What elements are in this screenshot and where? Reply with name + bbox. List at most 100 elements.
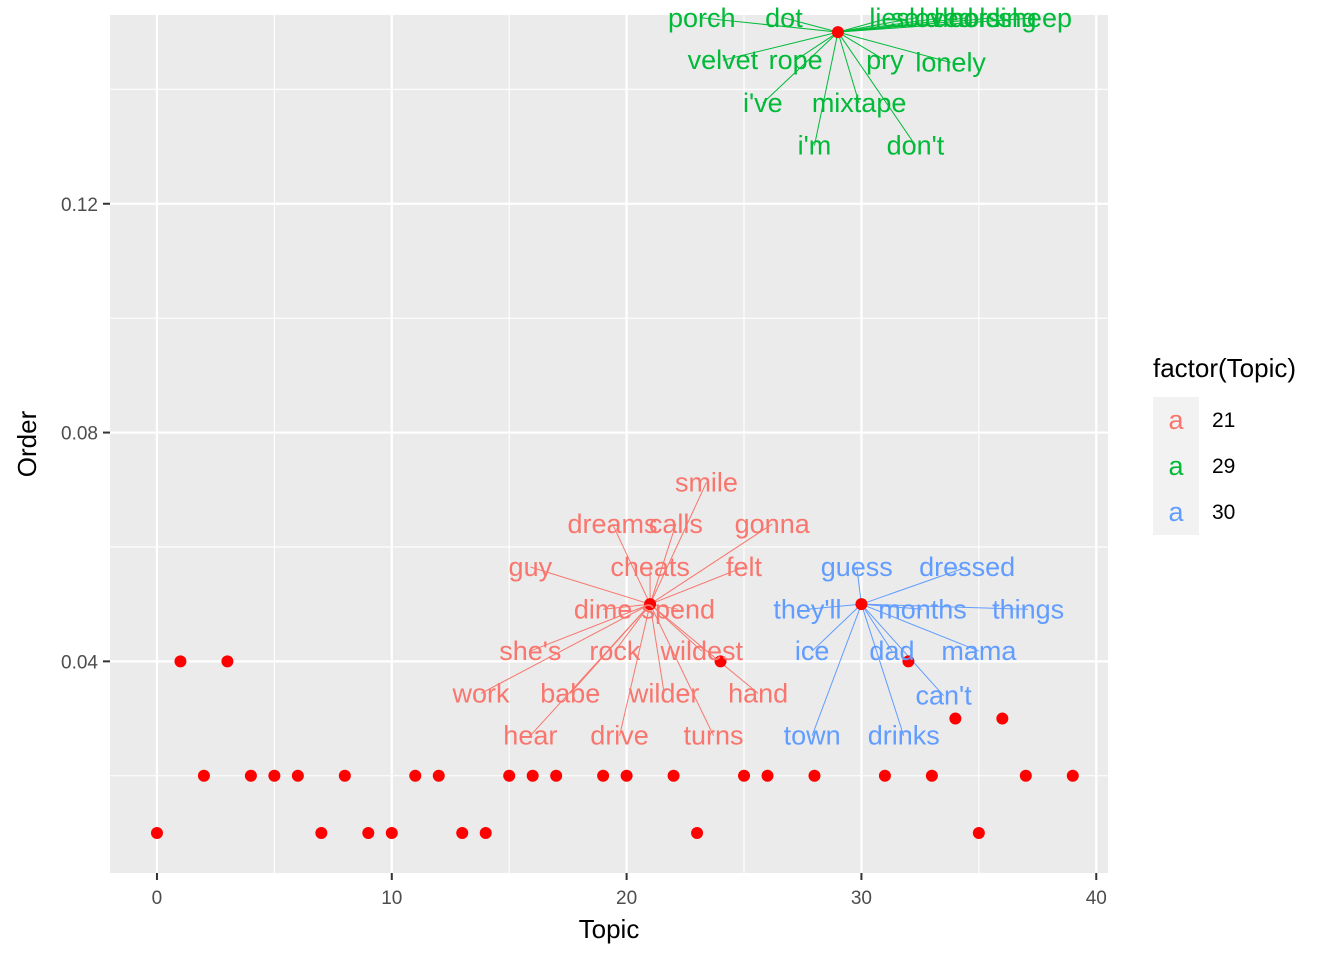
data-point xyxy=(620,769,633,782)
leader-line xyxy=(861,603,893,652)
word-label: smile xyxy=(675,467,738,497)
data-point xyxy=(362,826,375,839)
leader-line xyxy=(811,603,862,736)
legend-key-background xyxy=(1153,397,1199,443)
leader-line xyxy=(795,31,839,61)
word-label: mama xyxy=(941,636,1017,666)
data-point xyxy=(432,769,445,782)
leader-line xyxy=(649,566,745,605)
word-label: hear xyxy=(503,721,557,751)
x-axis-title: Topic xyxy=(579,914,640,944)
legend-key-background xyxy=(1153,489,1199,535)
word-label: drive xyxy=(590,721,649,751)
legend-title: factor(Topic) xyxy=(1153,353,1296,383)
leader-line xyxy=(530,566,651,605)
word-label: turns xyxy=(683,721,743,751)
leader-line xyxy=(762,31,839,104)
data-point xyxy=(197,769,210,782)
word-label: things xyxy=(992,594,1064,624)
word-label: sold xyxy=(891,3,941,33)
legend-key-background xyxy=(1153,443,1199,489)
leader-line xyxy=(837,31,951,63)
y-tick-label: 0.08 xyxy=(61,424,98,445)
legend-entry-label: 30 xyxy=(1212,501,1235,524)
leader-line xyxy=(701,17,839,33)
word-label: don't xyxy=(887,130,945,160)
word-label: velvet xyxy=(688,45,759,75)
data-point xyxy=(1019,769,1032,782)
legend-key-glyph: a xyxy=(1168,405,1184,435)
leader-line xyxy=(649,482,707,605)
data-point xyxy=(456,826,469,839)
major-gridlines xyxy=(110,15,1108,873)
data-point xyxy=(902,655,915,668)
word-label: pry xyxy=(866,45,904,75)
x-tick-label: 40 xyxy=(1086,888,1107,909)
word-label: drinks xyxy=(868,721,940,751)
word-label: lonely xyxy=(915,47,986,77)
word-label: wilder xyxy=(628,678,700,708)
panel-background xyxy=(110,15,1108,873)
leader-line xyxy=(861,603,980,652)
word-label: felt xyxy=(726,552,763,582)
leader-line xyxy=(603,603,651,610)
word-label: dreams xyxy=(568,509,658,539)
data-point xyxy=(597,769,610,782)
leader-line xyxy=(614,603,651,652)
leader-line xyxy=(649,523,773,605)
leader-line xyxy=(837,32,860,104)
word-label: can't xyxy=(916,681,973,711)
data-point xyxy=(714,655,727,668)
legend-key-glyph: a xyxy=(1168,451,1184,481)
word-label: dressed xyxy=(919,552,1015,582)
data-point xyxy=(503,769,516,782)
data-point xyxy=(479,826,492,839)
leader-line xyxy=(649,604,665,694)
word-label: months xyxy=(878,594,967,624)
legend-key-glyph: a xyxy=(1168,497,1184,527)
leader-line xyxy=(837,17,916,33)
word-label: ice xyxy=(795,636,830,666)
data-point xyxy=(268,769,281,782)
word-label: holding xyxy=(949,3,1036,33)
data-point xyxy=(925,769,938,782)
word-label: guess xyxy=(821,552,893,582)
word-label: dad xyxy=(869,636,914,666)
y-axis-title: Order xyxy=(12,410,42,477)
data-point xyxy=(855,598,868,611)
word-label: lies xyxy=(869,3,910,33)
word-label: rock xyxy=(589,636,641,666)
data-point xyxy=(315,826,328,839)
word-label: she's xyxy=(499,636,561,666)
data-point xyxy=(526,769,539,782)
leader-line xyxy=(649,603,714,736)
leader-line xyxy=(649,523,677,605)
leader-line xyxy=(530,603,651,652)
leader-line xyxy=(649,603,759,694)
x-tick-label: 20 xyxy=(616,888,637,909)
data-point xyxy=(878,769,891,782)
word-label: rope xyxy=(769,45,823,75)
word-label: dime xyxy=(574,594,633,624)
word-label: calls xyxy=(649,509,703,539)
word-label: town xyxy=(784,721,841,751)
leader-line xyxy=(612,523,651,605)
word-label: doors xyxy=(933,3,1001,33)
label-leader-lines xyxy=(480,17,1036,737)
word-label: guy xyxy=(509,552,553,582)
data-point xyxy=(667,769,680,782)
leader-line xyxy=(837,17,993,33)
data-point xyxy=(409,769,422,782)
leader-line xyxy=(837,17,1036,33)
data-point xyxy=(1066,769,1079,782)
leader-line xyxy=(860,604,905,736)
leader-line xyxy=(837,31,916,146)
leader-line xyxy=(480,603,651,694)
leader-line xyxy=(619,604,651,736)
leader-line xyxy=(861,603,944,697)
word-label: sheep xyxy=(998,3,1072,33)
word-label: loved xyxy=(909,3,974,33)
data-point xyxy=(385,826,398,839)
leader-line xyxy=(811,603,862,652)
